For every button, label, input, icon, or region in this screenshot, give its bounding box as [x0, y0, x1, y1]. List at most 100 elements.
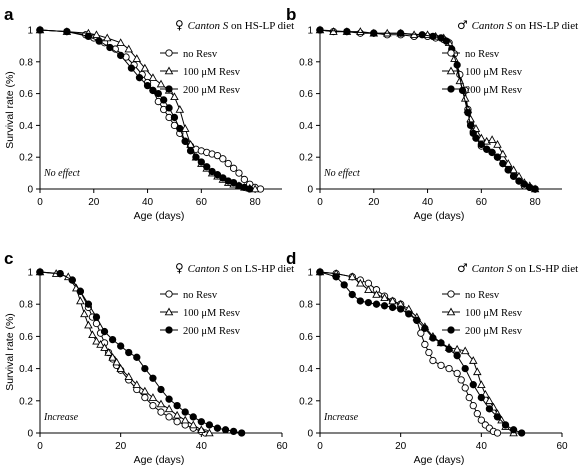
- data-point: [356, 297, 364, 305]
- data-point: [188, 420, 198, 429]
- y-tick-label: 1: [27, 26, 33, 37]
- data-point: [413, 316, 421, 324]
- legend-label: 100 μM Resv: [183, 67, 241, 78]
- data-point: [181, 137, 189, 145]
- legend-label: 200 μM Resv: [183, 326, 241, 337]
- panel-letter: a: [4, 5, 14, 24]
- data-point: [117, 342, 125, 350]
- data-point: [84, 300, 93, 308]
- x-tick-label: 60: [556, 441, 568, 452]
- data-point: [213, 151, 222, 160]
- series-2: [316, 26, 539, 193]
- data-point: [515, 177, 523, 185]
- data-point: [485, 405, 494, 413]
- legend-label: 100 μM Resv: [465, 308, 523, 319]
- data-point: [148, 73, 158, 81]
- data-point: [469, 401, 477, 410]
- data-point: [498, 149, 508, 158]
- data-point: [229, 164, 238, 172]
- data-point: [76, 296, 85, 305]
- legend-label: no Resv: [183, 290, 218, 301]
- strain-name: Canton S: [188, 263, 229, 275]
- data-point: [388, 303, 397, 312]
- data-point: [205, 428, 214, 437]
- data-point: [68, 276, 76, 284]
- data-point: [96, 340, 105, 348]
- legend: no Resv 100 μM Resv 200 μM Resv: [442, 290, 523, 337]
- data-point: [425, 348, 433, 357]
- sex-symbol: ♀: [175, 261, 188, 275]
- data-point: [125, 348, 133, 357]
- data-point: [84, 320, 93, 329]
- y-tick-label: 1: [307, 268, 313, 279]
- data-point: [453, 369, 461, 378]
- data-point: [56, 269, 64, 278]
- y-axis-label: Survival rate (%): [4, 71, 16, 149]
- data-point: [132, 380, 142, 388]
- data-point: [429, 356, 437, 365]
- data-point: [421, 340, 429, 349]
- data-point: [160, 96, 168, 104]
- data-point: [36, 26, 44, 34]
- data-point: [157, 408, 165, 416]
- data-point: [117, 51, 125, 60]
- series-line: [39, 29, 250, 190]
- data-point: [148, 393, 158, 401]
- x-tick-label: 40: [476, 441, 488, 452]
- data-point: [238, 429, 246, 437]
- legend-label: no Resv: [183, 49, 218, 60]
- data-point: [224, 159, 232, 168]
- data-point: [141, 393, 149, 402]
- data-point: [458, 86, 467, 95]
- legend-marker: [165, 49, 173, 57]
- data-point: [149, 374, 157, 382]
- sex-symbol: ♀: [175, 18, 188, 32]
- data-point: [140, 386, 150, 395]
- legend-marker: [446, 307, 456, 316]
- panel-c: 0 0.2 0.4 0.6 0.8 1 0 20 40 60 Age (days) Survival …: [4, 249, 294, 466]
- legend-label: 200 μM Resv: [183, 85, 241, 96]
- y-tick-label: 0.2: [19, 396, 33, 407]
- data-point: [143, 82, 152, 90]
- legend-label: 100 μM Resv: [183, 308, 241, 319]
- data-point: [499, 159, 507, 168]
- data-point: [347, 272, 357, 281]
- panel-d: 0 0.2 0.4 0.6 0.8 1 0 20 40 60 Age (days) d ♂ Canton…: [286, 249, 578, 466]
- x-axis-label: Age (days): [134, 210, 185, 222]
- data-point: [437, 339, 445, 347]
- y-tick-label: 0.8: [299, 57, 313, 68]
- data-point: [348, 290, 356, 299]
- data-point: [164, 404, 174, 413]
- data-point: [92, 336, 101, 345]
- data-point: [520, 180, 529, 188]
- legend: no Resv 100 μM Resv 200 μM Resv: [160, 290, 241, 337]
- data-point: [457, 376, 465, 384]
- data-point: [477, 393, 485, 402]
- data-point: [460, 346, 470, 355]
- data-point: [157, 385, 165, 394]
- x-tick-label: 60: [276, 441, 288, 452]
- effect-annotation: No effect: [43, 168, 80, 179]
- x-tick-label: 80: [250, 197, 262, 208]
- data-point: [531, 185, 539, 193]
- data-point: [437, 34, 445, 42]
- panel-title: ♂ Canton S on HS-LP diet: [457, 18, 578, 32]
- data-point: [135, 74, 144, 82]
- data-point: [92, 313, 101, 321]
- data-point: [170, 113, 179, 122]
- data-point: [437, 361, 445, 370]
- data-point: [421, 324, 429, 332]
- data-point: [469, 381, 477, 389]
- series-2: [316, 268, 526, 437]
- data-point: [197, 158, 205, 166]
- data-point: [219, 155, 227, 163]
- data-point: [464, 109, 472, 117]
- data-point: [108, 352, 117, 361]
- data-point: [488, 148, 496, 157]
- data-point: [501, 421, 510, 429]
- data-point: [229, 427, 238, 436]
- y-tick-label: 0.2: [299, 396, 313, 407]
- data-point: [343, 27, 351, 36]
- x-tick-label: 0: [37, 197, 43, 208]
